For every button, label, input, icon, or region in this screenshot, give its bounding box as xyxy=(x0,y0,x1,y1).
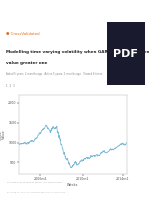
Text: ● CrossValidated: ● CrossValidated xyxy=(6,32,40,36)
Y-axis label: Index
Value: Index Value xyxy=(0,130,6,140)
FancyBboxPatch shape xyxy=(107,22,145,86)
Text: value greater one: value greater one xyxy=(6,61,47,65)
Text: PDF: PDF xyxy=(114,49,138,59)
X-axis label: Weeks: Weeks xyxy=(67,183,79,187)
Text: By using our site, you acknowledge that you have read ...: By using our site, you acknowledge that … xyxy=(7,192,68,193)
Text: Asked 5 years, 2 months ago   Active 5 years, 2 months ago   Viewed 6 times: Asked 5 years, 2 months ago Active 5 yea… xyxy=(6,72,102,76)
Text: 1  2  3: 1 2 3 xyxy=(6,84,15,88)
Text: This site uses cookies to deliver our services and ...: This site uses cookies to deliver our se… xyxy=(7,181,65,183)
Text: Modelling time varying volatility when GARCH(1,1) coefficients sum to: Modelling time varying volatility when G… xyxy=(6,50,149,54)
